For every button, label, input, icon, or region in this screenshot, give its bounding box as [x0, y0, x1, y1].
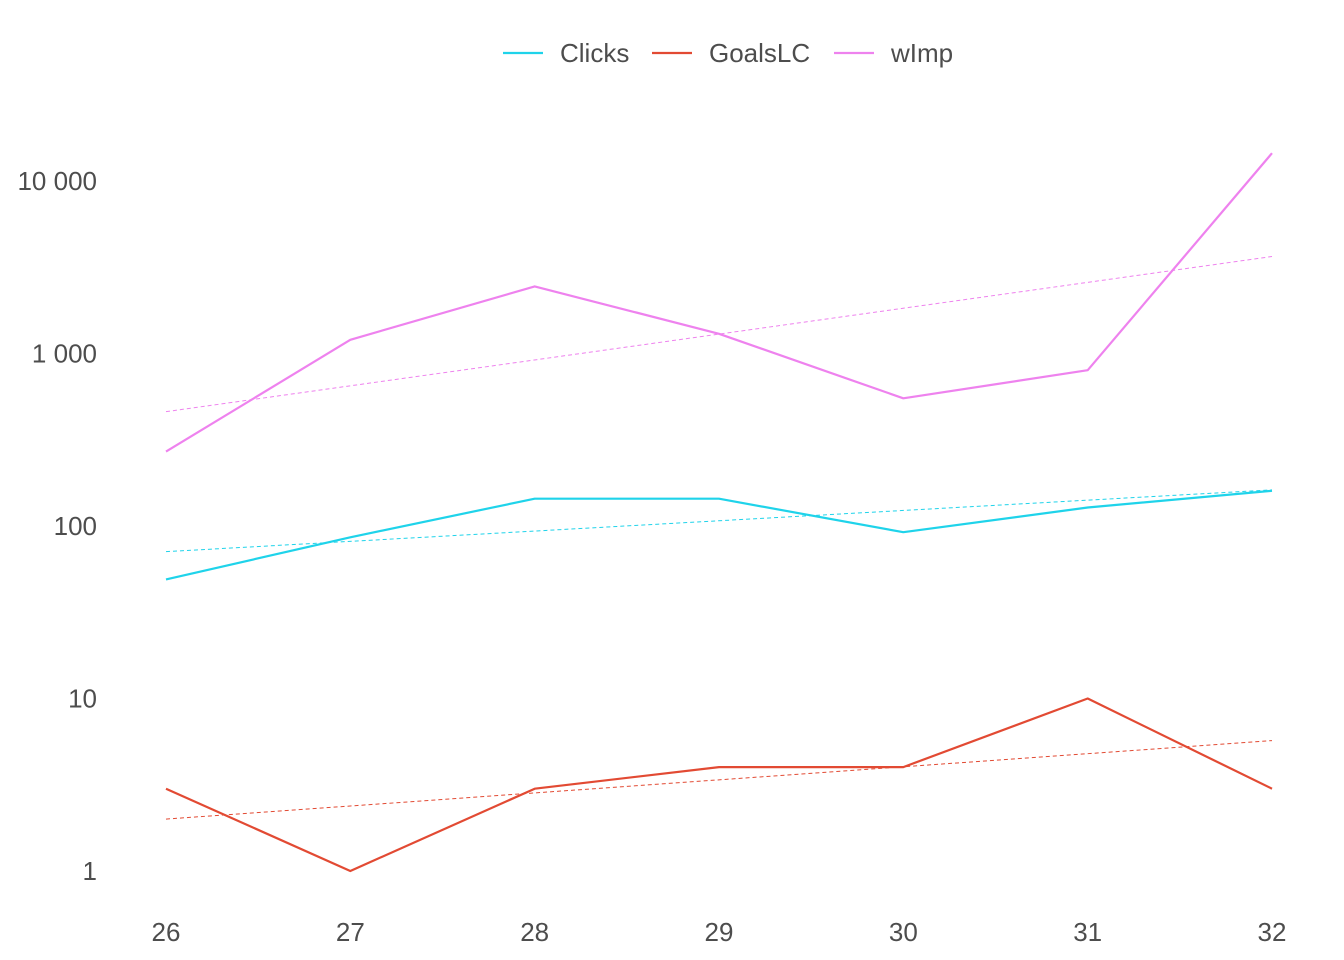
series-line-clicks [165, 489, 1273, 581]
y-tick-label: 100 [54, 511, 97, 541]
legend-label: Clicks [560, 38, 629, 68]
trend-line-goalslc [165, 740, 1273, 820]
legend-item-clicks: Clicks [503, 38, 629, 68]
series-line-goalslc [165, 697, 1273, 873]
y-tick-label: 1 [83, 856, 97, 886]
x-tick-label: 26 [152, 917, 181, 947]
x-tick-label: 29 [705, 917, 734, 947]
x-tick-label: 32 [1258, 917, 1287, 947]
legend-item-goalslc: GoalsLC [652, 38, 810, 68]
legend-label: wImp [890, 38, 953, 68]
y-tick-label: 1 000 [32, 339, 97, 369]
series-lines [165, 152, 1273, 873]
legend: Clicks GoalsLC wImp [503, 38, 953, 68]
legend-item-wimp: wImp [834, 38, 953, 68]
legend-label: GoalsLC [709, 38, 810, 68]
series-line-wimp [165, 152, 1273, 453]
x-axis: 26 27 28 29 30 31 32 [152, 917, 1287, 947]
y-tick-label: 10 [68, 684, 97, 714]
trend-lines [165, 256, 1273, 820]
trend-line-clicks [165, 489, 1273, 553]
x-tick-label: 27 [336, 917, 365, 947]
y-tick-label: 10 000 [17, 166, 97, 196]
x-tick-label: 30 [889, 917, 918, 947]
y-axis: 1 10 100 1 000 10 000 [17, 166, 97, 886]
x-tick-label: 31 [1073, 917, 1102, 947]
x-tick-label: 28 [520, 917, 549, 947]
